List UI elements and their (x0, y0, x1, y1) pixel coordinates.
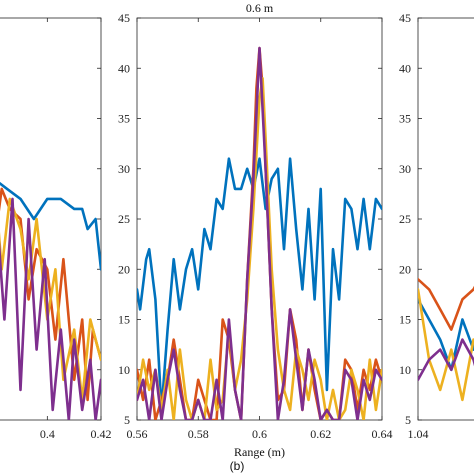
x-tick-label: 0.64 (372, 427, 393, 441)
series-group (418, 277, 474, 402)
y-tick-label: 30 (118, 162, 130, 176)
series-line-4 (137, 46, 382, 420)
y-tick-label: 25 (399, 212, 411, 226)
y-tick-label: 10 (118, 363, 130, 377)
y-tick-label: 15 (118, 313, 130, 327)
series-line-4 (0, 197, 101, 420)
y-tick-label: 45 (118, 11, 130, 25)
x-tick-label: 0.56 (127, 427, 148, 441)
x-tick-label: 0.58 (188, 427, 209, 441)
x-tick-label: 0.6 (252, 427, 267, 441)
series-line-4 (418, 338, 474, 382)
y-tick-label: 10 (399, 363, 411, 377)
y-tick-label: 30 (399, 162, 411, 176)
y-tick-label: 35 (399, 112, 411, 126)
x-tick-label: 0.4 (40, 427, 55, 441)
chart-title: 0.6 m (246, 1, 274, 15)
x-axis-label: Range (m) (234, 445, 285, 459)
y-tick-label: 25 (118, 212, 130, 226)
y-tick-label: 40 (118, 61, 130, 75)
series-line-1 (418, 298, 474, 372)
y-tick-label: 5 (405, 413, 411, 427)
subfigure-label: (b) (230, 459, 245, 473)
x-tick-label: 1.04 (408, 427, 429, 441)
y-tick-label: 20 (399, 262, 411, 276)
series-group (0, 181, 101, 420)
y-tick-label: 20 (118, 262, 130, 276)
y-tick-label: 15 (399, 313, 411, 327)
y-tick-label: 45 (399, 11, 411, 25)
x-tick-label: 0.42 (91, 427, 112, 441)
x-tick-label: 0.62 (310, 427, 331, 441)
chart-panel-1: 0.4 0.42 (0, 17, 112, 441)
chart-panel-2: 5 10 15 20 25 30 35 40 45 0.56 0.58 0.6 0.62 0.64 0.6 … (118, 1, 393, 459)
series-line-1 (0, 181, 101, 271)
y-tick-label: 5 (124, 413, 130, 427)
y-tick-label: 35 (118, 112, 130, 126)
series-group (137, 46, 382, 420)
series-line-2 (418, 277, 474, 331)
y-tick-label: 40 (399, 61, 411, 75)
series-line-3 (0, 197, 101, 402)
series-line-3 (418, 288, 474, 402)
